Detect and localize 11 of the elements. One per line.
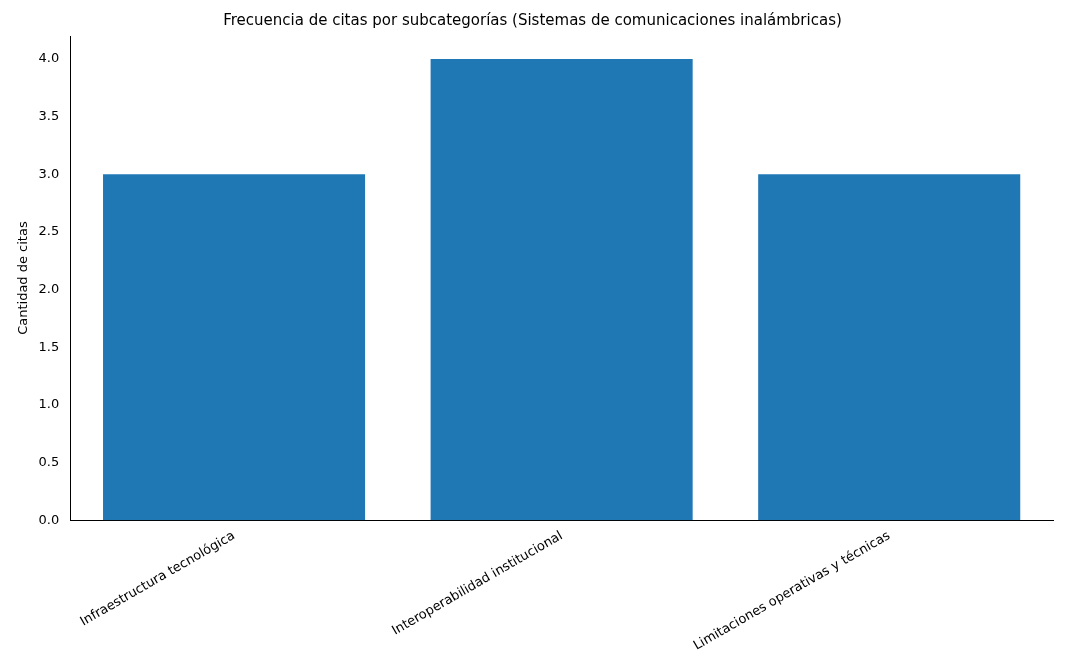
y-tick-label: 2.5: [38, 223, 60, 239]
chart-title: Frecuencia de citas por subcategorías (Sistemas de comunicaciones inalámbricas): [223, 10, 842, 29]
y-tick-label: 1.0: [38, 396, 60, 412]
y-axis-title: Cantidad de citas: [15, 221, 31, 335]
y-tick-label: 3.0: [38, 165, 60, 181]
y-tick-label: 0.0: [38, 511, 60, 527]
y-tick-label: 3.5: [38, 108, 60, 124]
y-tick-label: 1.5: [38, 338, 60, 354]
y-tick-label: 0.5: [38, 453, 60, 469]
y-tick-label: 2.0: [38, 280, 60, 296]
y-tick-label: 4.0: [38, 50, 60, 66]
